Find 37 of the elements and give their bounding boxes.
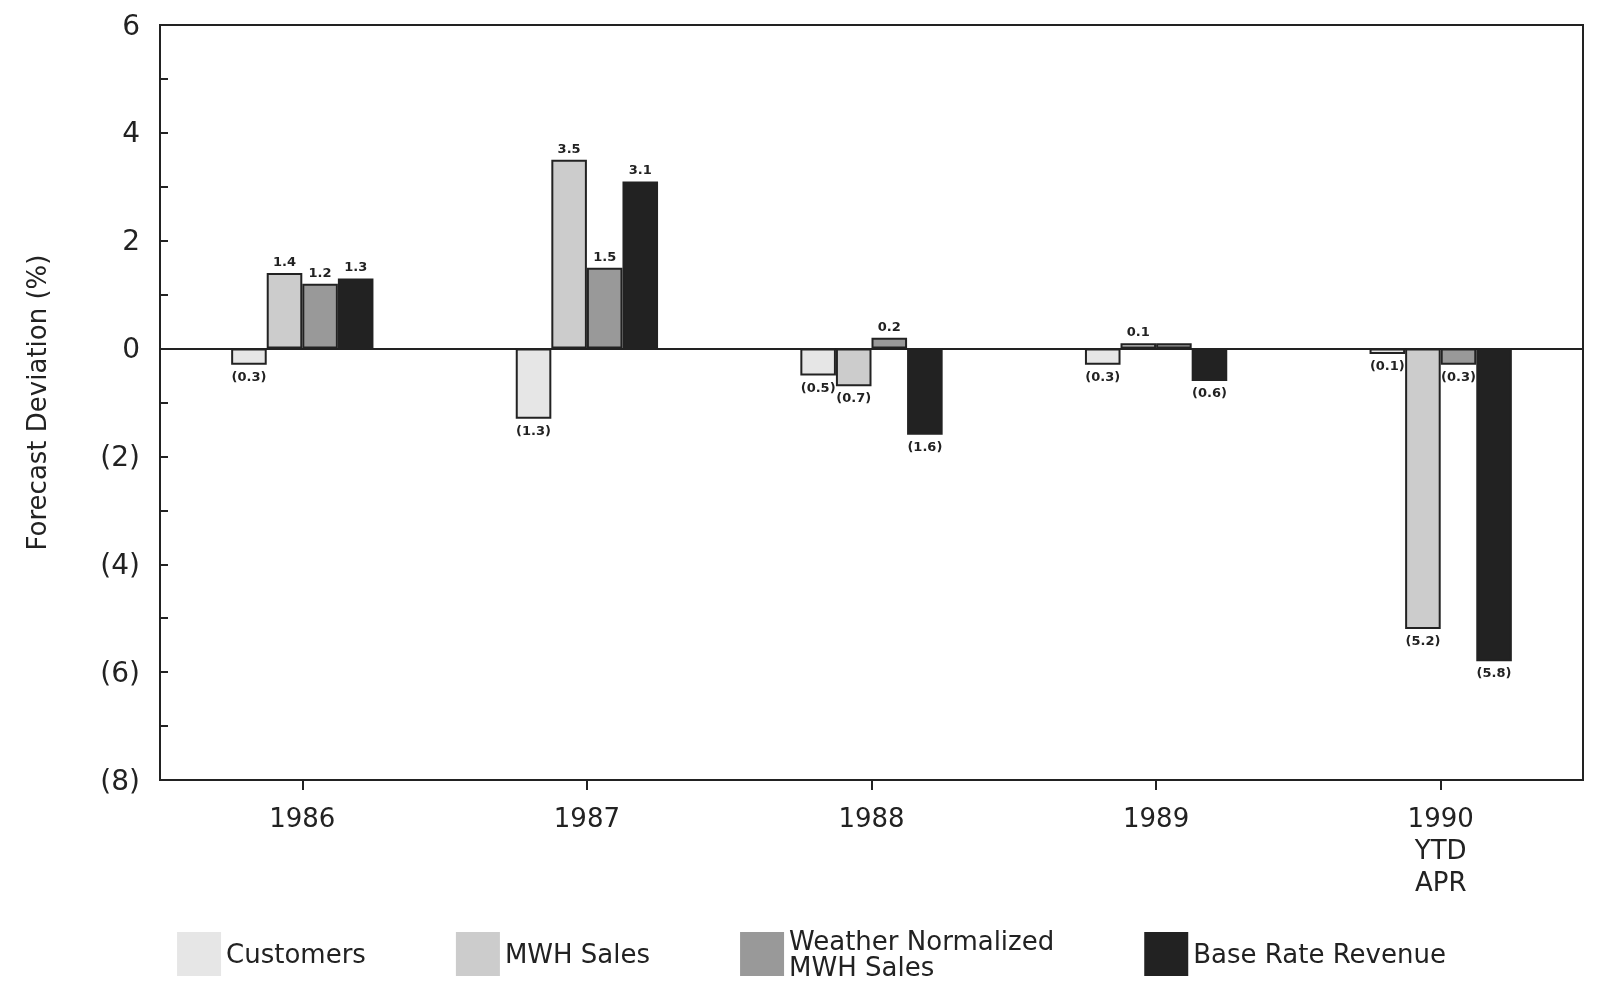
y-axis-title: Forecast Deviation (%)	[22, 254, 52, 551]
data-label: (0.6)	[1192, 384, 1227, 400]
data-label: (1.3)	[516, 422, 551, 438]
data-label: 0.1	[1126, 324, 1150, 340]
legend-label: Base Rate Revenue	[1193, 939, 1446, 969]
y-tick-label: 6	[122, 8, 140, 42]
data-label: (0.3)	[231, 368, 267, 384]
data-label: 0.2	[877, 318, 901, 334]
data-label: (0.5)	[800, 379, 836, 395]
legend-label: Customers	[226, 939, 366, 969]
data-label: (0.1)	[1369, 357, 1405, 373]
data-label: 3.5	[557, 140, 581, 156]
data-label: 1.5	[593, 248, 617, 264]
y-tick-label: 0	[122, 332, 140, 366]
data-label: (0.3)	[1085, 368, 1121, 384]
y-tick-label: (2)	[100, 439, 140, 473]
y-tick-label: 2	[122, 224, 140, 258]
data-label: 1.3	[344, 259, 368, 275]
data-label: 1.2	[308, 264, 332, 280]
legend-label: MWH Sales	[504, 939, 651, 969]
x-tick-label: 1988	[838, 803, 905, 833]
data-label: 3.1	[628, 162, 652, 178]
data-label: (1.6)	[907, 438, 943, 454]
data-label: (0.7)	[836, 390, 872, 406]
y-tick-label: 4	[122, 116, 140, 150]
x-tick-label: 1989	[1123, 803, 1190, 833]
data-label: (5.8)	[1476, 665, 1512, 681]
data-label: (0.3)	[1441, 368, 1476, 384]
legend-label: Weather Normalized MWH Sales	[789, 926, 1055, 982]
y-tick-label: (4)	[100, 547, 140, 581]
x-tick-label: 1987	[553, 803, 620, 833]
data-label: 1.4	[273, 254, 297, 270]
x-tick-label: 1990 YTD APR	[1407, 803, 1474, 897]
x-tick-label: 1986	[269, 803, 336, 833]
y-tick-label: (8)	[100, 763, 140, 797]
data-label: (5.2)	[1405, 633, 1441, 648]
y-tick-label: (6)	[100, 655, 140, 689]
